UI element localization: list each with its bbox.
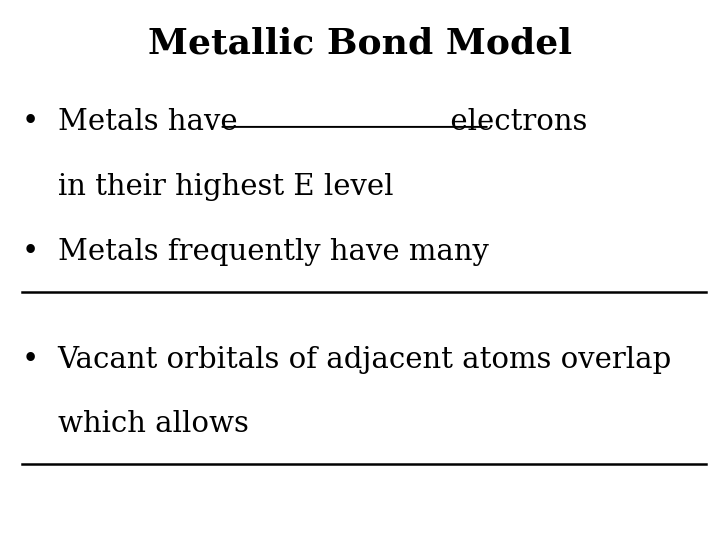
Text: Metals frequently have many: Metals frequently have many: [58, 238, 488, 266]
Text: •: •: [22, 108, 39, 136]
Text: Metals have                       electrons: Metals have electrons: [58, 108, 587, 136]
Text: which allows: which allows: [58, 410, 248, 438]
Text: in their highest E level: in their highest E level: [58, 173, 393, 201]
Text: Metallic Bond Model: Metallic Bond Model: [148, 27, 572, 61]
Text: •: •: [22, 346, 39, 374]
Text: •: •: [22, 238, 39, 266]
Text: Vacant orbitals of adjacent atoms overlap: Vacant orbitals of adjacent atoms overla…: [58, 346, 672, 374]
